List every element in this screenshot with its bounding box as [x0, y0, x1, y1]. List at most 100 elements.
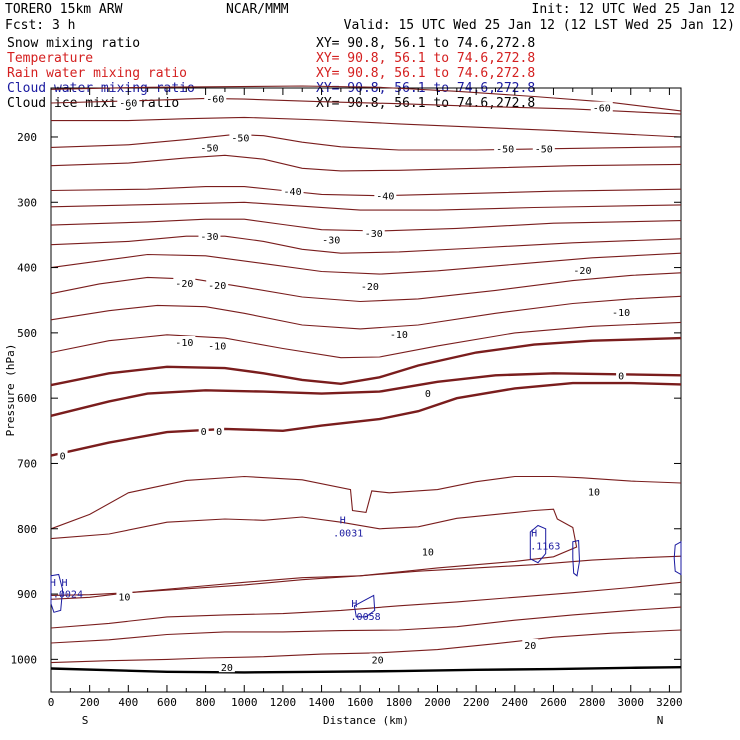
isotherm-line	[50, 336, 682, 387]
legend-label: Temperature	[7, 51, 93, 66]
contour-labels: -60 -60 -60 -50 -50 -50 -50 -40 -40 -30 -30 -30 -20 -…	[50, 92, 633, 674]
contour-label: -30	[200, 232, 218, 243]
y-tick-label: 700	[17, 457, 37, 470]
y-tick-label: 400	[17, 262, 37, 275]
contour-label-bg	[116, 590, 133, 602]
isotherm-line	[50, 97, 682, 115]
x-tick-label: 2400	[502, 696, 529, 709]
legend-xy: XY= 90.8, 56.1 to 74.6,272.8	[316, 51, 535, 66]
x-tick-label: 600	[157, 696, 177, 709]
cloud-water-contours	[50, 524, 682, 618]
contour-label: 10	[588, 488, 600, 499]
north-endpoint: N	[657, 714, 664, 727]
isotherm-line	[50, 218, 682, 232]
contour-label: -50	[496, 145, 514, 156]
isotherm-line	[50, 372, 682, 417]
x-tick-label: 1000	[231, 696, 258, 709]
contour-label-bg	[229, 131, 252, 143]
contour-label: -50	[200, 143, 218, 154]
contour-label-bg	[422, 386, 433, 398]
isotherm-line	[51, 116, 682, 138]
contour-label: -50	[231, 134, 249, 145]
contour-label: 20	[372, 655, 384, 666]
contour-label-bg	[214, 424, 225, 436]
contour-label-bg	[173, 336, 196, 348]
contour-label-bg	[218, 661, 235, 673]
cloud-water-outline	[673, 540, 682, 576]
cloud-max-value: .0031	[333, 529, 363, 540]
contour-label-bg	[571, 264, 594, 276]
y-tick-label: 300	[17, 196, 37, 209]
isotherm-line	[50, 381, 682, 457]
y-tick-label: 200	[17, 131, 37, 144]
contour-label: 20	[221, 663, 233, 674]
cloud-max-marker: H	[531, 529, 537, 540]
contour-label: -30	[365, 229, 383, 240]
contour-label: 0	[201, 427, 207, 438]
contour-label: -60	[593, 104, 611, 115]
legend-label: Snow mixing ratio	[7, 36, 140, 51]
contour-label-bg	[117, 96, 140, 108]
isotherm-line	[50, 321, 682, 359]
contour-label: 10	[422, 548, 434, 559]
isotherm-line	[50, 201, 682, 211]
contour-label: -10	[612, 308, 630, 319]
x-tick-label: 3000	[618, 696, 645, 709]
cloud-max-marker: H	[50, 578, 56, 589]
y-tick-label: 600	[17, 392, 37, 405]
contour-label: 10	[118, 593, 130, 604]
contour-label: 0	[60, 452, 66, 463]
contour-label: 0	[216, 427, 222, 438]
temperature-contours	[50, 85, 682, 674]
cloud-max-marker: H	[340, 516, 346, 527]
south-endpoint: S	[82, 714, 89, 727]
isotherm-line	[50, 272, 682, 303]
contour-label: 20	[524, 641, 536, 652]
x-tick-label: 2600	[540, 696, 567, 709]
contour-label-bg	[610, 305, 633, 317]
isotherm-line	[50, 606, 682, 644]
y-tick-label: 500	[17, 327, 37, 340]
isotherm-line	[50, 186, 682, 197]
forecast-hour: Fcst: 3 h	[5, 18, 75, 33]
isotherm-line	[50, 133, 682, 151]
contour-label-bg	[374, 189, 397, 201]
contour-label: -20	[573, 266, 591, 277]
y-tick-label: 900	[17, 588, 37, 601]
plot-frame	[50, 87, 682, 693]
x-tick-label: 400	[118, 696, 138, 709]
x-tick-label: 1600	[347, 696, 374, 709]
x-tick-label: 2200	[463, 696, 490, 709]
contour-label-bg	[494, 142, 517, 154]
x-tick-label: 1400	[308, 696, 335, 709]
isotherm-line	[50, 85, 682, 112]
contour-label-bg	[590, 101, 613, 113]
contour-label: -40	[284, 187, 302, 198]
contour-label: -10	[390, 330, 408, 341]
cloud-max-value: .1163	[530, 542, 560, 553]
contour-label-bg	[616, 369, 627, 381]
legend-xy: XY= 90.8, 56.1 to 74.6,272.8	[316, 96, 535, 111]
x-tick-label: 2800	[579, 696, 606, 709]
isotherm-line	[50, 508, 578, 596]
x-tick-label: 200	[80, 696, 100, 709]
x-tick-label: 800	[196, 696, 216, 709]
contour-label-bg	[362, 226, 385, 238]
contour-label-bg	[204, 92, 227, 104]
contour-label: 0	[425, 389, 431, 400]
cloud-water-outline	[572, 539, 581, 577]
x-tick-label: 1200	[270, 696, 297, 709]
contour-label: -10	[175, 338, 193, 349]
surface-line	[50, 666, 682, 674]
isotherm-line	[50, 475, 682, 530]
isotherm-line	[50, 555, 682, 600]
y-tick-label: 1000	[11, 653, 38, 666]
contour-label: -10	[208, 341, 226, 352]
contour-label: -60	[206, 94, 224, 105]
contour-label: -20	[361, 282, 379, 293]
contour-label: -40	[376, 192, 394, 203]
isotherm-line	[50, 235, 682, 254]
contour-label-bg	[206, 279, 229, 291]
